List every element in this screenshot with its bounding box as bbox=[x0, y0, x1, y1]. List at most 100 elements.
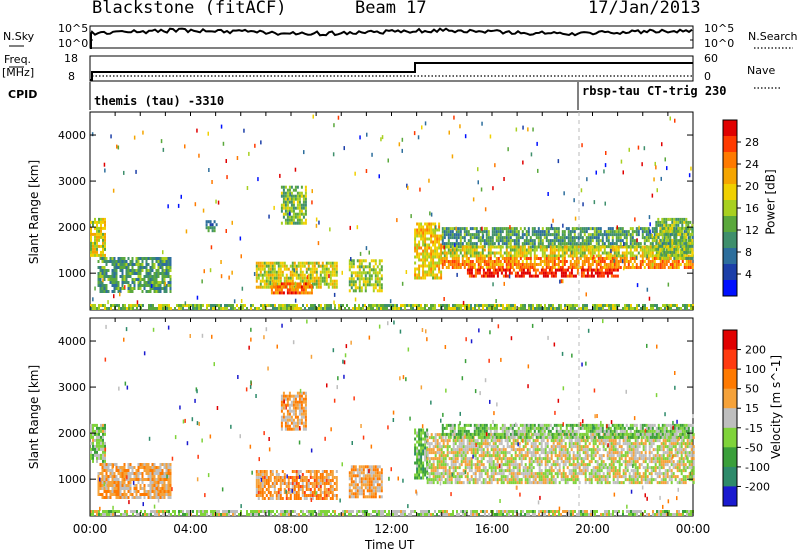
scatter-cell bbox=[169, 278, 172, 281]
scatter-cell bbox=[344, 510, 346, 513]
scatter-cell bbox=[454, 307, 456, 310]
scatter-cell bbox=[153, 469, 156, 472]
scatter-cell bbox=[629, 236, 632, 240]
scatter-cell bbox=[509, 230, 512, 234]
scatter-cell bbox=[362, 283, 365, 287]
scatter-cell bbox=[262, 510, 264, 513]
scatter-cell bbox=[207, 229, 210, 233]
scatter-cell bbox=[143, 287, 146, 290]
scatter-cell bbox=[209, 220, 212, 224]
scatter-cell bbox=[511, 254, 514, 258]
scatter-cell bbox=[434, 240, 437, 244]
scatter-cell bbox=[269, 473, 272, 476]
scatter-cell bbox=[378, 283, 381, 287]
scatter-cell bbox=[129, 463, 132, 466]
scatter-cell bbox=[473, 245, 476, 249]
scatter-cell bbox=[586, 268, 589, 272]
scatter-cell bbox=[490, 271, 493, 275]
scatter-point bbox=[133, 135, 136, 140]
scatter-cell bbox=[542, 274, 545, 278]
scatter-cell bbox=[510, 304, 512, 307]
scatter-cell bbox=[255, 494, 258, 497]
scatter-cell bbox=[506, 307, 508, 310]
scatter-cell bbox=[522, 274, 525, 278]
scatter-cell bbox=[129, 272, 132, 275]
scatter-cell bbox=[348, 513, 350, 516]
scatter-cell bbox=[653, 239, 656, 243]
scatter-cell bbox=[669, 250, 672, 254]
scatter-cell bbox=[169, 263, 172, 266]
scatter-cell bbox=[689, 238, 692, 242]
scatter-cell bbox=[667, 229, 670, 233]
scatter-cell bbox=[143, 463, 146, 466]
scatter-cell bbox=[517, 233, 520, 237]
scatter-cell bbox=[560, 513, 562, 516]
scatter-cell bbox=[436, 228, 439, 232]
scatter-cell bbox=[163, 281, 166, 284]
scatter-cell bbox=[119, 481, 122, 484]
scatter-cell bbox=[565, 251, 568, 255]
scatter-cell bbox=[529, 248, 532, 252]
scatter-point bbox=[621, 259, 624, 264]
velocity-panel-frame bbox=[89, 317, 694, 517]
scatter-cell bbox=[475, 254, 478, 258]
scatter-cell bbox=[178, 510, 180, 513]
scatter-point bbox=[268, 214, 270, 219]
scatter-cell bbox=[663, 220, 666, 224]
scatter-cell bbox=[459, 239, 462, 243]
scatter-cell bbox=[115, 493, 118, 496]
scatter-cell bbox=[294, 288, 297, 292]
scatter-cell bbox=[555, 263, 558, 266]
scatter-cell bbox=[523, 257, 526, 260]
scatter-cell bbox=[163, 472, 166, 475]
scatter-cell bbox=[675, 227, 678, 231]
scatter-point bbox=[312, 114, 314, 119]
scatter-cell bbox=[627, 233, 630, 237]
scatter-cell bbox=[636, 510, 638, 513]
scatter-cell bbox=[100, 232, 102, 236]
scatter-cell bbox=[128, 307, 130, 310]
scatter-cell bbox=[161, 487, 164, 490]
scatter-cell bbox=[519, 257, 522, 260]
scatter-cell bbox=[571, 242, 574, 246]
scatter-cell bbox=[129, 475, 132, 478]
scatter-cell bbox=[555, 254, 558, 258]
scatter-cell bbox=[463, 236, 466, 240]
scatter-cell bbox=[503, 257, 506, 260]
scatter-cell bbox=[610, 274, 613, 278]
scatter-cell bbox=[543, 245, 546, 249]
scatter-cell bbox=[641, 251, 644, 255]
scatter-cell bbox=[286, 200, 289, 204]
scatter-cell bbox=[465, 242, 468, 246]
scatter-cell bbox=[460, 510, 462, 513]
scatter-cell bbox=[273, 488, 276, 491]
scatter-cell bbox=[491, 236, 494, 240]
scatter-cell bbox=[296, 288, 299, 292]
scatter-cell bbox=[554, 268, 557, 272]
scatter-cell bbox=[302, 406, 305, 410]
scatter-cell bbox=[159, 272, 162, 275]
scatter-point bbox=[303, 150, 305, 155]
scatter-cell bbox=[263, 497, 266, 500]
scatter-cell bbox=[121, 257, 124, 260]
scatter-point bbox=[333, 292, 336, 297]
scatter-cell bbox=[149, 475, 152, 478]
scatter-cell bbox=[553, 239, 556, 243]
scatter-cell bbox=[681, 223, 684, 227]
scatter-point bbox=[387, 158, 389, 163]
scatter-cell bbox=[444, 304, 446, 307]
scatter-cell bbox=[665, 256, 668, 260]
scatter-cell bbox=[428, 231, 431, 235]
scatter-cell bbox=[153, 481, 156, 484]
scatter-cell bbox=[663, 217, 666, 221]
scatter-point bbox=[636, 238, 638, 243]
scatter-cell bbox=[683, 250, 686, 254]
scatter-cell bbox=[577, 236, 580, 240]
scatter-cell bbox=[298, 307, 300, 310]
scatter-cell bbox=[265, 470, 268, 473]
scatter-cell bbox=[304, 188, 307, 192]
scatter-cell bbox=[145, 260, 148, 263]
scatter-cell bbox=[296, 285, 299, 289]
scatter-cell bbox=[139, 472, 142, 475]
scatter-cell bbox=[543, 233, 546, 237]
